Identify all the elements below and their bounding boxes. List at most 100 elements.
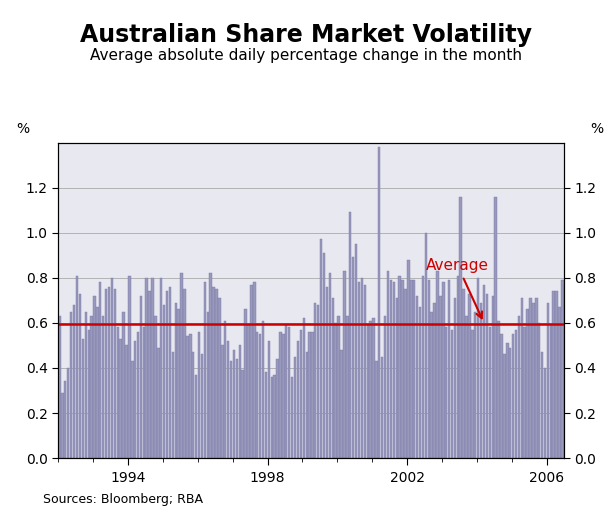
Bar bbox=[465, 316, 468, 458]
Bar bbox=[462, 289, 465, 458]
Bar bbox=[204, 282, 206, 458]
Bar bbox=[587, 323, 590, 458]
Bar bbox=[90, 316, 93, 458]
Bar bbox=[395, 298, 398, 458]
Bar bbox=[599, 368, 601, 458]
Bar bbox=[338, 316, 340, 458]
Bar bbox=[73, 305, 75, 458]
Bar bbox=[198, 332, 200, 458]
Bar bbox=[61, 393, 64, 458]
Bar bbox=[110, 278, 113, 458]
Bar bbox=[555, 291, 558, 458]
Bar bbox=[375, 361, 378, 458]
Bar bbox=[564, 285, 566, 458]
Bar bbox=[506, 343, 509, 458]
Bar bbox=[282, 334, 284, 458]
Bar bbox=[436, 271, 439, 458]
Bar bbox=[186, 336, 189, 458]
Bar bbox=[427, 280, 430, 458]
Bar bbox=[535, 298, 538, 458]
Bar bbox=[259, 334, 261, 458]
Bar bbox=[567, 285, 569, 458]
Bar bbox=[454, 298, 456, 458]
Bar bbox=[297, 341, 299, 458]
Bar bbox=[160, 278, 162, 458]
Bar bbox=[238, 346, 241, 458]
Bar bbox=[605, 375, 607, 458]
Bar bbox=[67, 368, 69, 458]
Bar bbox=[550, 325, 552, 458]
Bar bbox=[140, 296, 142, 458]
Bar bbox=[85, 312, 87, 458]
Bar bbox=[163, 305, 166, 458]
Bar bbox=[134, 341, 136, 458]
Bar bbox=[250, 285, 253, 458]
Bar bbox=[419, 307, 421, 458]
Bar bbox=[602, 352, 604, 458]
Bar bbox=[430, 312, 433, 458]
Bar bbox=[288, 327, 291, 458]
Bar bbox=[113, 289, 116, 458]
Bar bbox=[143, 327, 145, 458]
Bar bbox=[314, 302, 316, 458]
Bar bbox=[489, 327, 491, 458]
Bar bbox=[125, 346, 128, 458]
Bar bbox=[253, 282, 256, 458]
Bar bbox=[99, 282, 101, 458]
Bar bbox=[512, 334, 514, 458]
Bar bbox=[221, 346, 224, 458]
Bar bbox=[524, 327, 526, 458]
Bar bbox=[285, 325, 287, 458]
Bar bbox=[256, 332, 259, 458]
Bar bbox=[468, 294, 471, 458]
Bar bbox=[547, 302, 549, 458]
Bar bbox=[611, 388, 613, 458]
Bar bbox=[180, 273, 183, 458]
Bar bbox=[96, 307, 99, 458]
Bar bbox=[242, 370, 244, 458]
Bar bbox=[169, 287, 171, 458]
Bar bbox=[154, 316, 157, 458]
Bar bbox=[579, 312, 581, 458]
Bar bbox=[276, 359, 279, 458]
Bar bbox=[552, 291, 555, 458]
Bar bbox=[116, 327, 119, 458]
Bar bbox=[573, 352, 575, 458]
Bar bbox=[398, 275, 401, 458]
Bar bbox=[183, 289, 186, 458]
Bar bbox=[407, 260, 409, 458]
Bar bbox=[485, 294, 488, 458]
Bar bbox=[471, 330, 474, 458]
Bar bbox=[230, 361, 232, 458]
Bar bbox=[247, 325, 249, 458]
Bar bbox=[58, 316, 61, 458]
Bar bbox=[273, 375, 276, 458]
Bar bbox=[340, 350, 343, 458]
Bar bbox=[332, 298, 334, 458]
Bar bbox=[373, 318, 375, 458]
Bar bbox=[570, 325, 573, 458]
Bar bbox=[317, 305, 319, 458]
Bar bbox=[494, 196, 497, 458]
Bar bbox=[509, 348, 511, 458]
Text: Sources: Bloomberg; RBA: Sources: Bloomberg; RBA bbox=[43, 493, 203, 506]
Bar bbox=[245, 309, 246, 458]
Bar bbox=[64, 381, 66, 458]
Bar bbox=[305, 352, 308, 458]
Bar bbox=[500, 334, 503, 458]
Bar bbox=[210, 273, 212, 458]
Bar bbox=[358, 282, 360, 458]
Bar bbox=[123, 312, 125, 458]
Bar bbox=[384, 316, 386, 458]
Bar bbox=[355, 244, 357, 458]
Bar bbox=[78, 294, 81, 458]
Bar bbox=[482, 285, 485, 458]
Bar bbox=[364, 285, 366, 458]
Bar bbox=[308, 332, 311, 458]
Bar bbox=[131, 361, 134, 458]
Bar bbox=[582, 275, 584, 458]
Bar bbox=[541, 352, 543, 458]
Bar bbox=[393, 282, 395, 458]
Bar bbox=[271, 377, 273, 458]
Bar bbox=[416, 296, 418, 458]
